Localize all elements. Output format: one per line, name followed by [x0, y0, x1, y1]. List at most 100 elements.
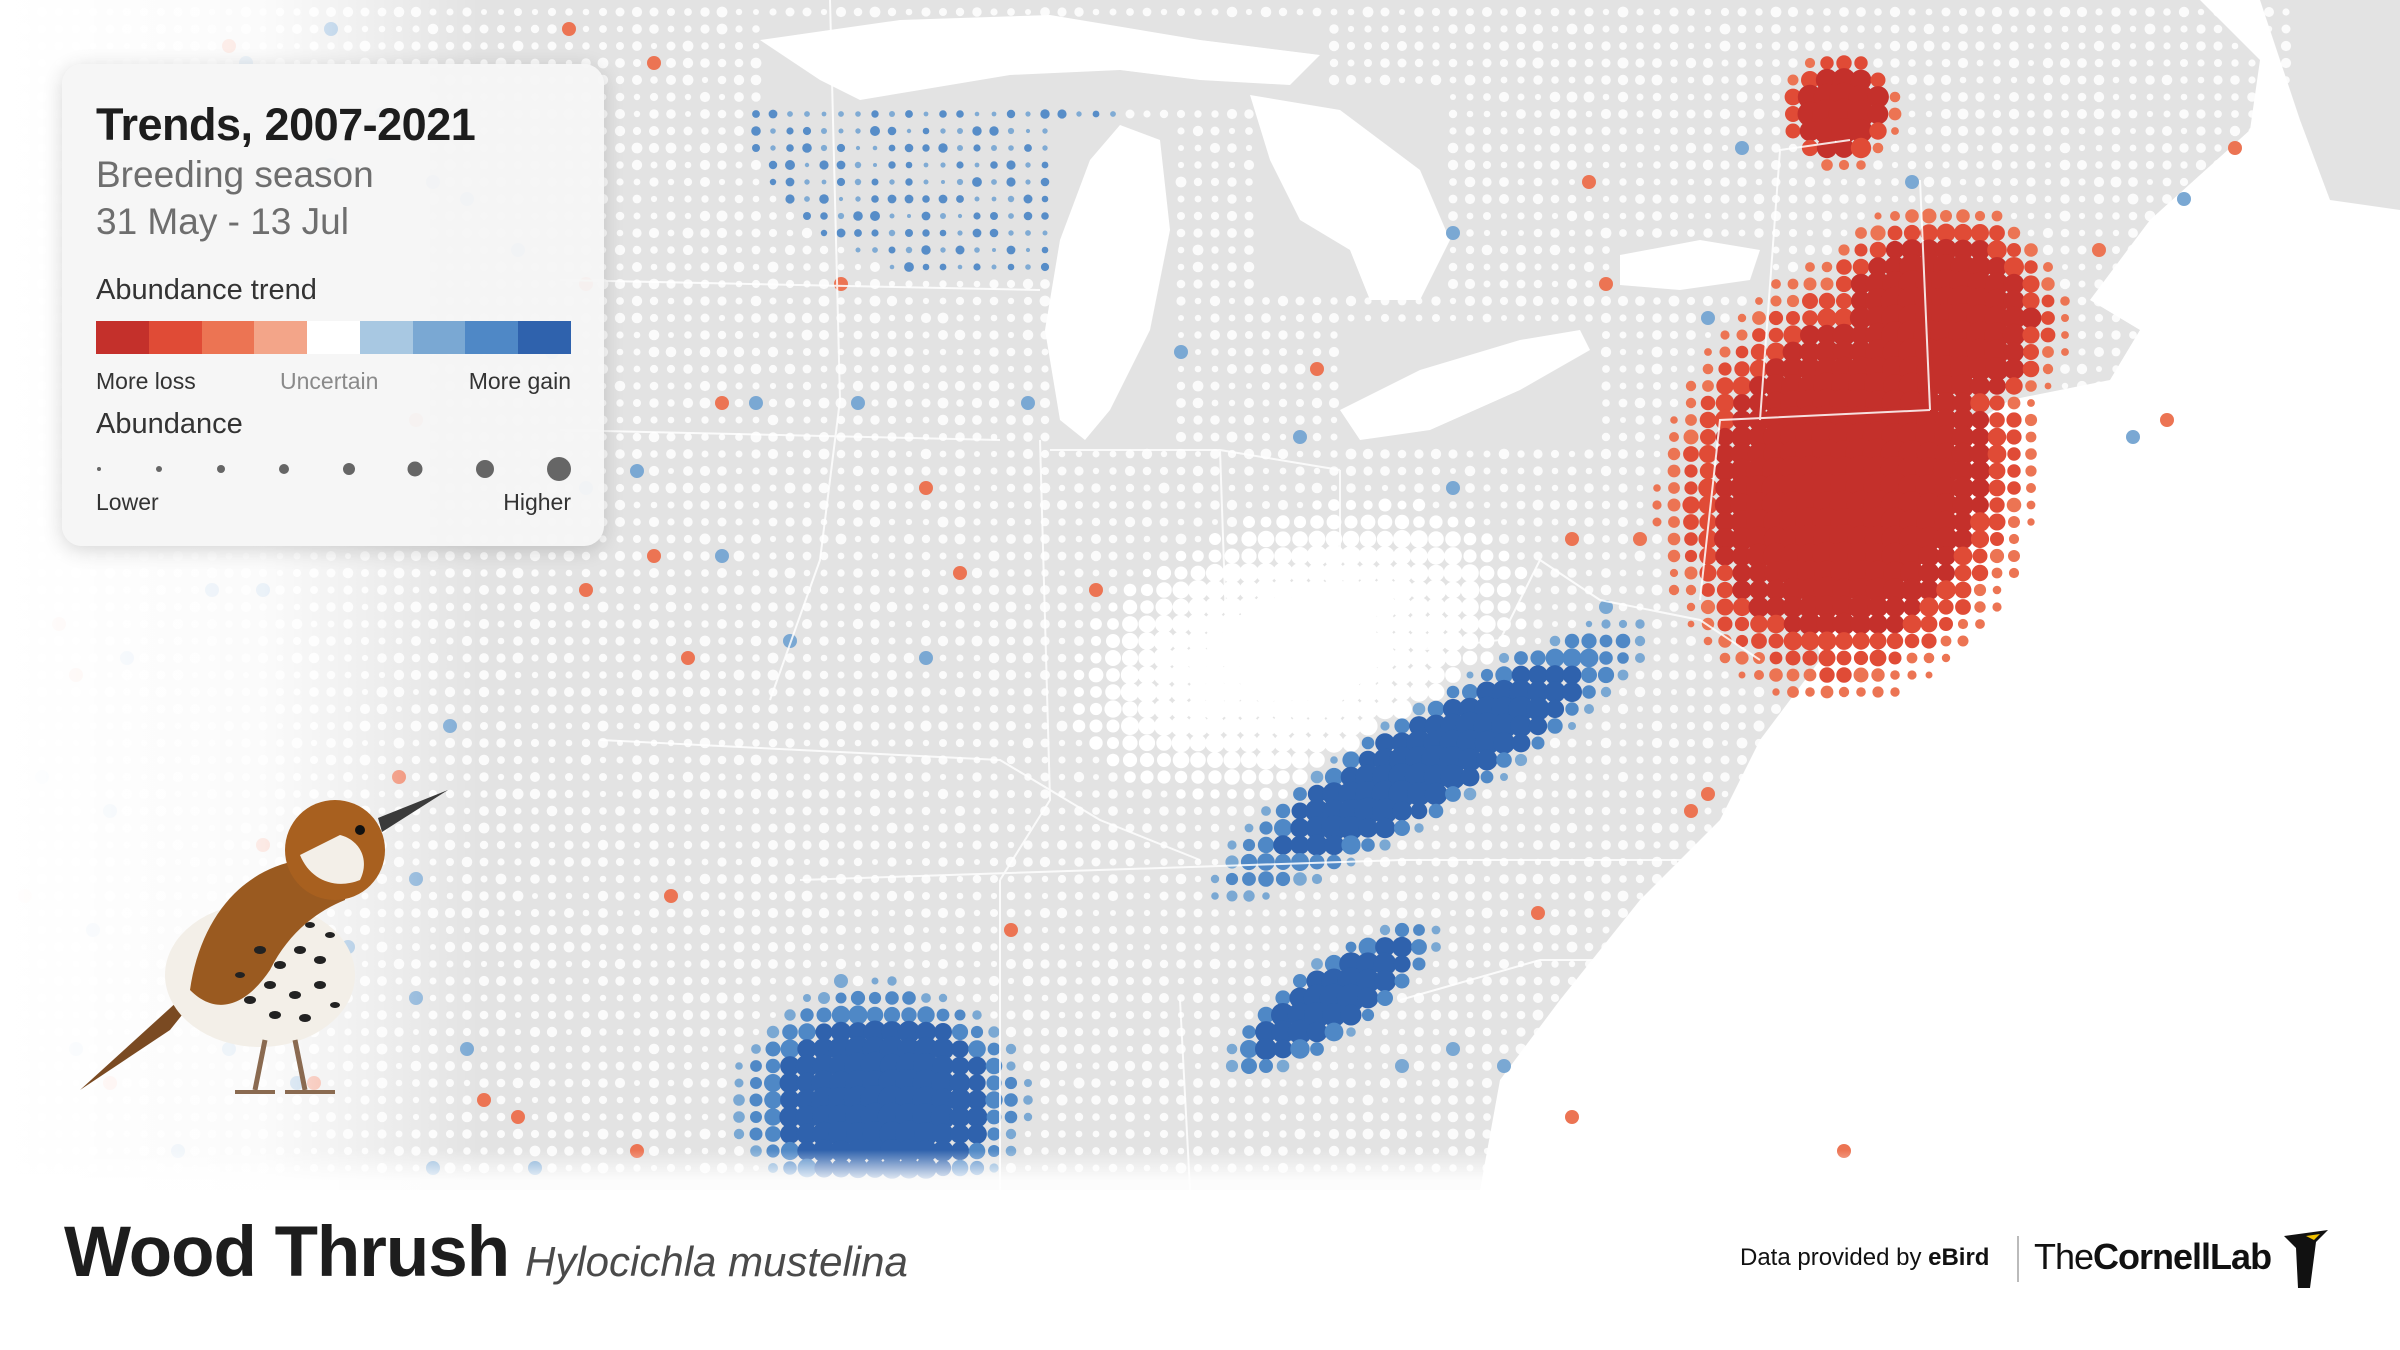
- abundance-dot: [1091, 602, 1101, 612]
- abundance-dot: [1585, 722, 1593, 730]
- abundance-dot: [2146, 331, 2154, 339]
- abundance-dot: [701, 76, 709, 84]
- abundance-dot: [2246, 312, 2258, 324]
- abundance-dot: [1501, 315, 1507, 321]
- abundance-dot: [837, 569, 845, 577]
- abundance-dot: [1158, 482, 1170, 494]
- abundance-dot: [1203, 646, 1227, 670]
- abundance-dot: [2163, 229, 2171, 237]
- abundance-dot: [1491, 679, 1517, 705]
- abundance-dot: [2195, 244, 2207, 256]
- abundance-dot: [1653, 42, 1661, 50]
- abundance-dot: [1431, 466, 1441, 476]
- abundance-dot: [1619, 178, 1627, 186]
- abundance-dot: [1345, 448, 1357, 460]
- abundance-dot: [1023, 687, 1033, 697]
- abundance-dot: [1517, 467, 1525, 475]
- abundance-dot: [2231, 263, 2239, 271]
- abundance-dot: [2042, 125, 2054, 137]
- abundance-dot: [2060, 228, 2070, 238]
- abundance-dot: [735, 161, 743, 169]
- abundance-dot: [718, 195, 726, 203]
- abundance-dot: [888, 637, 896, 645]
- abundance-dot: [819, 721, 829, 731]
- abundance-dot: [1923, 23, 1935, 35]
- abundance-dot: [1194, 501, 1202, 509]
- abundance-dot: [1241, 548, 1257, 564]
- abundance-dot: [2281, 126, 2291, 136]
- abundance-dot: [786, 144, 794, 152]
- abundance-dot: [1514, 651, 1528, 665]
- abundance-dot: [682, 40, 694, 52]
- abundance-dot: [869, 652, 881, 664]
- abundance-dot: [1618, 483, 1628, 493]
- abundance-dot: [2146, 229, 2154, 237]
- abundance-dot: [2077, 296, 2087, 306]
- abundance-dot: [718, 42, 726, 50]
- abundance-dot: [2128, 296, 2138, 306]
- abundance-dot: [717, 296, 727, 306]
- abundance-dot: [684, 705, 692, 713]
- abundance-dot: [921, 398, 931, 408]
- abundance-dot: [2025, 193, 2037, 205]
- abundance-dot: [1988, 377, 2006, 395]
- abundance-dot: [1970, 240, 1990, 260]
- abundance-dot: [1669, 41, 1679, 51]
- abundance-dot: [2248, 263, 2256, 271]
- abundance-dot: [1025, 9, 1031, 15]
- abundance-dot: [1687, 8, 1695, 16]
- abundance-dot: [853, 517, 863, 527]
- abundance-dot: [1313, 331, 1321, 339]
- abundance-dot: [1585, 620, 1593, 628]
- abundance-dot: [616, 603, 624, 611]
- abundance-dot: [1188, 597, 1208, 617]
- abundance-dot: [2163, 59, 2171, 67]
- abundance-dot: [650, 450, 658, 458]
- abundance-dot: [803, 569, 811, 577]
- abundance-dot: [514, 8, 522, 16]
- abundance-dot: [1684, 464, 1698, 478]
- abundance-dot: [1516, 58, 1526, 68]
- abundance-dot: [1498, 448, 1510, 460]
- abundance-dot: [1652, 92, 1662, 102]
- abundance-dot: [954, 516, 966, 528]
- abundance-dot: [769, 8, 777, 16]
- abundance-dot: [1737, 58, 1747, 68]
- abundance-dot: [1838, 244, 1850, 256]
- abundance-dot: [1244, 347, 1254, 357]
- abundance-dot: [853, 585, 863, 595]
- abundance-dot: [888, 229, 896, 237]
- abundance-dot: [1483, 93, 1491, 101]
- abundance-dot: [1685, 380, 1697, 392]
- abundance-dot: [1601, 143, 1611, 153]
- abundance-dot: [718, 722, 726, 730]
- abundance-dot: [1685, 669, 1697, 681]
- abundance-dot: [1803, 277, 1817, 291]
- abundance-dot: [514, 25, 522, 33]
- abundance-dot: [1584, 143, 1594, 153]
- abundance-dot: [785, 670, 795, 680]
- abundance-dot: [1409, 648, 1429, 668]
- abundance-dot: [1174, 566, 1188, 580]
- abundance-dot: [615, 517, 625, 527]
- abundance-dot: [666, 432, 676, 442]
- abundance-dot: [1817, 308, 1837, 328]
- abundance-dot: [887, 466, 897, 476]
- abundance-dot: [989, 279, 999, 289]
- abundance-dot: [1533, 177, 1543, 187]
- abundance-dot: [1804, 176, 1816, 188]
- abundance-dot: [1006, 466, 1016, 476]
- abundance-dot: [1618, 109, 1628, 119]
- abundance-dot: [786, 263, 794, 271]
- abundance-dot: [1006, 483, 1016, 493]
- abundance-dot: [1635, 466, 1645, 476]
- abundance-dot: [1279, 416, 1287, 424]
- abundance-dot: [650, 246, 658, 254]
- abundance-dot: [1755, 178, 1763, 186]
- abundance-dot: [1449, 297, 1457, 305]
- abundance-dot: [1392, 699, 1412, 719]
- abundance-dot: [991, 264, 997, 270]
- abundance-dot: [1260, 6, 1272, 18]
- abundance-dot: [2026, 177, 2036, 187]
- abundance-dot: [1923, 652, 1935, 664]
